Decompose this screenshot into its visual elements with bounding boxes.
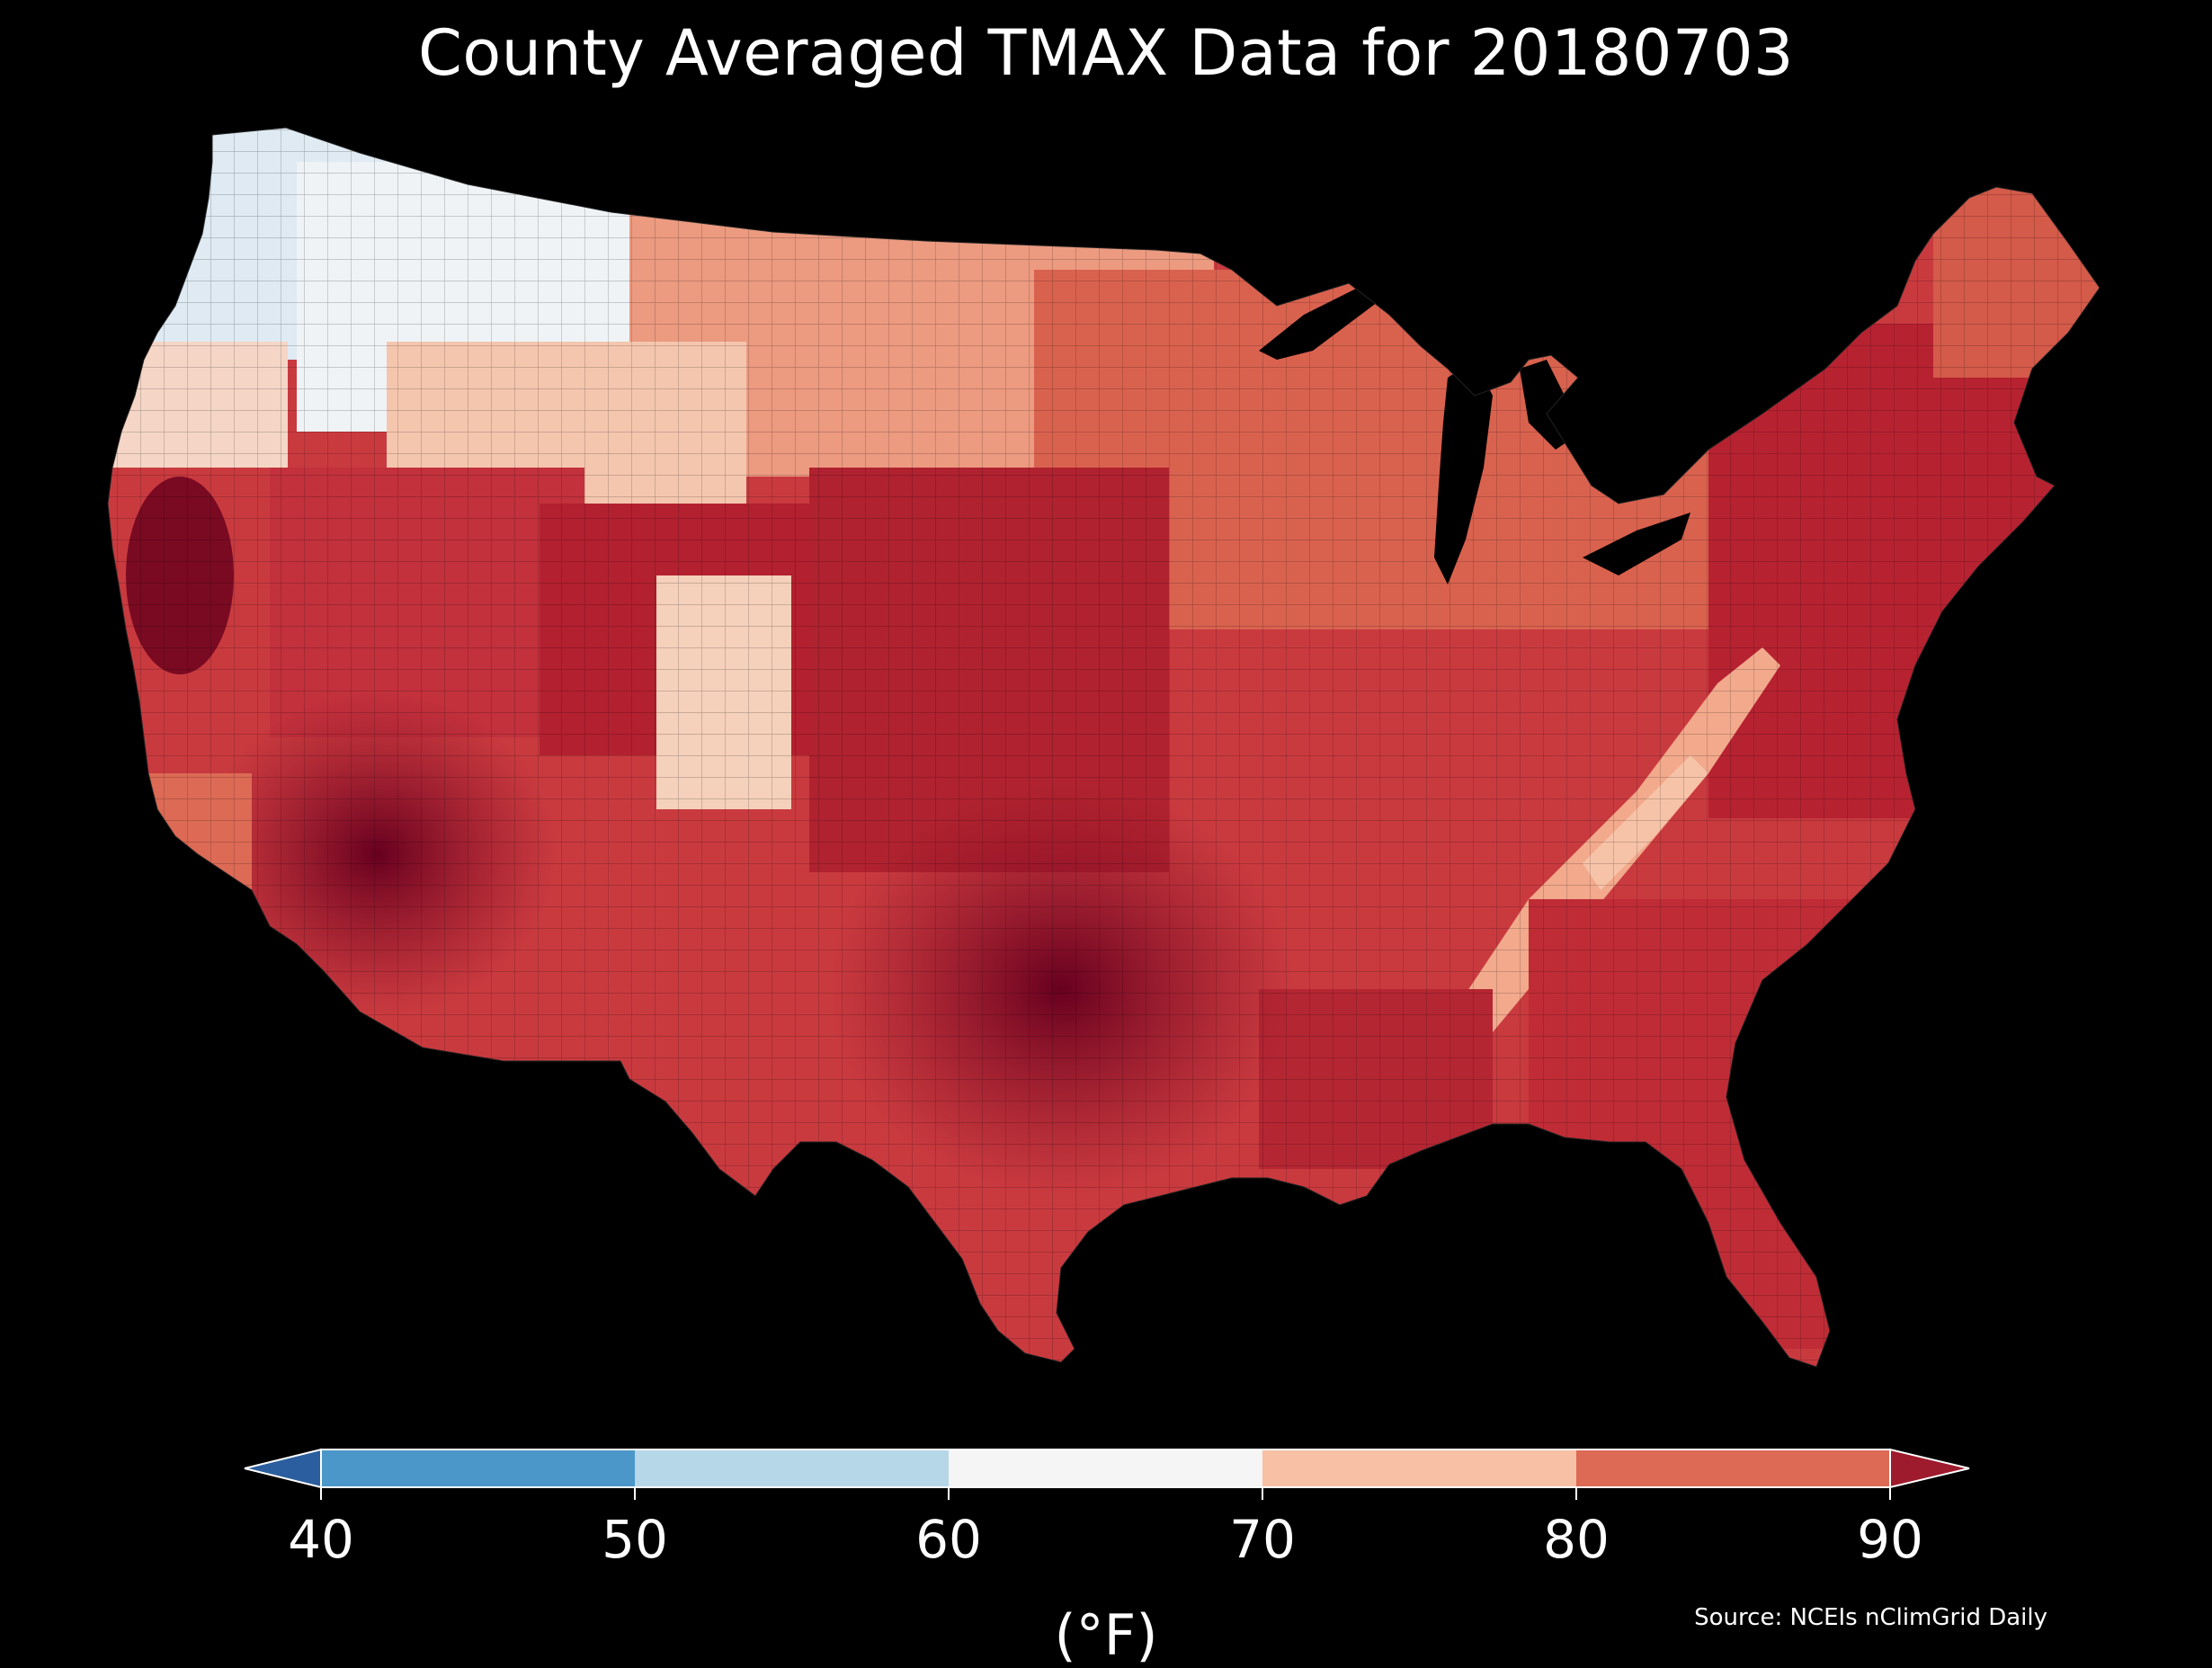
lake-superior xyxy=(1259,288,1385,360)
lake-erie xyxy=(1583,513,1690,575)
colorbar-above-90-arrow xyxy=(1889,1448,1970,1489)
colorbar-bin-50-60 xyxy=(635,1449,949,1487)
colorbar-bin-80-90 xyxy=(1576,1449,1890,1487)
colorbar-tick-label-90: 90 xyxy=(1857,1509,1923,1570)
colorbar-bin-70-80 xyxy=(1262,1449,1576,1487)
lake-michigan xyxy=(1434,360,1493,584)
colorbar-tick-label-40: 40 xyxy=(288,1509,354,1570)
colorbar-bin-60-70 xyxy=(949,1449,1262,1487)
source-credit: Source: NCEIs nClimGrid Daily xyxy=(1694,1604,2047,1631)
colorbar-below-40-arrow xyxy=(244,1448,322,1489)
colorbar-tick-label-60: 60 xyxy=(915,1509,982,1570)
colorbar-tick-label-70: 70 xyxy=(1229,1509,1296,1570)
colorbar-frame xyxy=(320,1449,1891,1488)
map-title: County Averaged TMAX Data for 20180703 xyxy=(417,16,1795,90)
colorbar-tick-label-50: 50 xyxy=(602,1509,668,1570)
colorbar-bin-40-50 xyxy=(321,1449,635,1487)
colorbar-tick-label-80: 80 xyxy=(1543,1509,1610,1570)
colorbar-unit-label: (°F) xyxy=(1054,1602,1158,1668)
lake-huron xyxy=(1520,360,1583,450)
